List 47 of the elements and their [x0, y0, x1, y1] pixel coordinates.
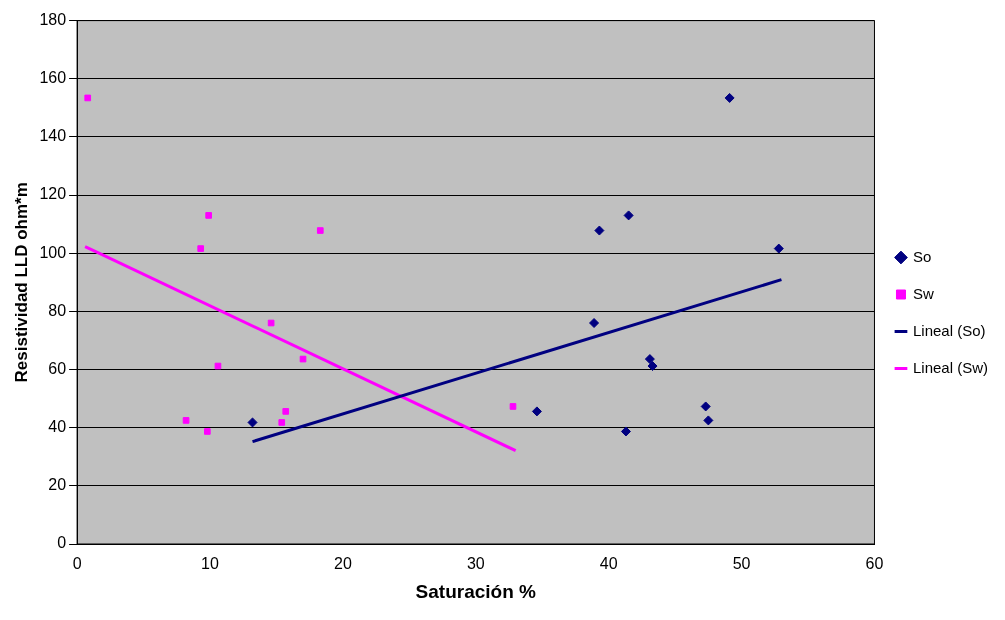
x-axis-title: Saturación % [415, 580, 537, 602]
y-tick-label: 40 [48, 418, 67, 436]
y-tick-label: 100 [39, 243, 67, 261]
x-tick-label: 40 [599, 555, 618, 573]
point [644, 354, 655, 365]
point [594, 225, 605, 236]
y-axis-title: Resistividad LLD ohm*m [11, 182, 31, 383]
point [703, 415, 714, 426]
point [267, 319, 275, 327]
legend-label: So [912, 247, 932, 265]
legend-label: Sw [912, 284, 934, 302]
point [647, 361, 658, 372]
point [214, 362, 222, 370]
y-tick-label: 160 [39, 69, 67, 87]
point [204, 428, 211, 435]
point [197, 245, 205, 252]
x-tick-label: 60 [865, 555, 884, 573]
x-tick-label: 50 [732, 555, 751, 573]
point [724, 92, 735, 103]
y-tick-label: 80 [48, 301, 67, 319]
point [316, 227, 324, 234]
point [205, 212, 212, 219]
point [182, 417, 190, 424]
point [531, 406, 542, 417]
legend-label: Lineal (So) [912, 321, 986, 339]
point [84, 94, 92, 102]
x-tick-label: 30 [466, 555, 485, 573]
x-tick-label: 20 [333, 555, 352, 573]
x-tick-label: 0 [72, 555, 82, 573]
legend-label: Lineal (Sw) [912, 358, 988, 376]
y-tick-label: 140 [39, 127, 67, 145]
y-tick-label: 120 [39, 185, 67, 203]
point [282, 408, 290, 415]
x-tick-label: 10 [201, 555, 219, 573]
y-tick-label: 0 [57, 534, 67, 552]
y-tick-label: 180 [39, 11, 67, 29]
point [700, 401, 711, 412]
point [247, 417, 258, 428]
point [623, 210, 634, 221]
point [299, 355, 307, 363]
point [589, 318, 600, 329]
point [620, 426, 631, 437]
point [278, 419, 286, 426]
y-tick-label: 60 [48, 359, 67, 377]
y-tick-label: 20 [48, 476, 67, 494]
point [773, 243, 784, 254]
point [509, 403, 517, 410]
